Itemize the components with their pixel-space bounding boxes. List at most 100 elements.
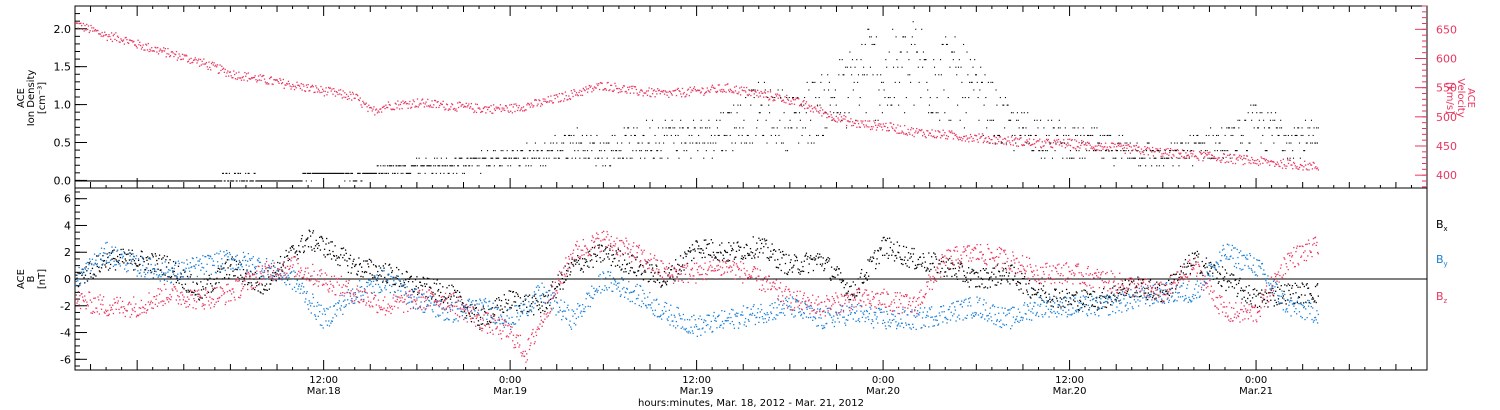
bx-point (492, 313, 494, 315)
density-point (233, 180, 235, 182)
velocity-point (360, 104, 362, 106)
bx-point (750, 251, 752, 253)
bx-point (688, 247, 691, 249)
velocity-point (104, 31, 106, 33)
velocity-point (457, 106, 460, 109)
density-point (663, 134, 665, 137)
velocity-point (593, 86, 596, 88)
density-point (974, 59, 976, 61)
velocity-point (1314, 167, 1316, 169)
bx-point (452, 285, 454, 288)
bx-point (807, 271, 810, 274)
velocity-point (949, 131, 951, 133)
density-point (1048, 134, 1050, 137)
velocity-point (1198, 159, 1200, 161)
bx-point (1063, 306, 1066, 308)
density-point (1073, 157, 1075, 159)
velocity-point (633, 86, 636, 88)
bx-point (1199, 272, 1201, 274)
bx-point (1209, 270, 1211, 272)
velocity-point (339, 89, 342, 91)
density-point (431, 172, 433, 174)
density-point (1117, 142, 1119, 144)
density-point (938, 74, 940, 76)
bx-point (258, 284, 260, 286)
density-point (480, 150, 483, 152)
velocity-point (695, 90, 697, 92)
velocity-point (769, 91, 772, 93)
bx-point (258, 277, 261, 279)
density-point (749, 142, 751, 144)
velocity-point (355, 93, 357, 96)
velocity-point (729, 88, 732, 90)
bx-point (140, 250, 143, 252)
density-point (531, 157, 533, 159)
density-point (994, 142, 996, 144)
density-point (177, 180, 179, 182)
bx-point (369, 272, 371, 275)
bx-point (328, 242, 330, 244)
velocity-point (1278, 165, 1280, 167)
bx-point (1091, 304, 1094, 306)
density-point (1111, 150, 1113, 152)
density-point (665, 127, 667, 129)
density-point (474, 157, 476, 159)
density-point (463, 165, 465, 167)
density-point (1119, 142, 1121, 144)
density-point (1186, 150, 1189, 152)
bx-point (102, 255, 104, 257)
bx-point (108, 252, 110, 254)
density-point (454, 157, 456, 159)
density-point (859, 97, 861, 99)
density-point (580, 142, 583, 144)
bx-point (414, 278, 417, 281)
density-point (96, 180, 98, 182)
bx-point (410, 275, 412, 277)
bx-point (85, 266, 87, 268)
density-point (589, 142, 591, 144)
velocity-point (404, 101, 407, 103)
density-point (110, 180, 112, 182)
bx-point (756, 242, 758, 244)
velocity-point (486, 108, 489, 111)
bx-point (914, 264, 917, 266)
bx-point (1244, 289, 1246, 292)
velocity-point (907, 128, 909, 131)
bx-point (955, 273, 957, 275)
bx-point (648, 280, 650, 283)
bx-point (403, 281, 405, 284)
density-point (237, 172, 239, 174)
velocity-point (563, 98, 566, 100)
density-point (1082, 127, 1084, 129)
velocity-point (775, 95, 778, 97)
density-point (448, 172, 450, 174)
bx-point (88, 262, 90, 264)
velocity-point (431, 100, 433, 102)
velocity-point (1037, 140, 1039, 142)
density-point (1221, 127, 1223, 129)
velocity-point (1083, 144, 1085, 146)
bx-point (207, 291, 210, 294)
velocity-point (504, 109, 506, 111)
velocity-axis-label-line1: ACE (1465, 88, 1476, 108)
bx-point (443, 296, 445, 298)
bx-point (691, 259, 693, 262)
density-point (933, 59, 935, 61)
bx-point (624, 268, 626, 270)
density-point (1249, 142, 1251, 144)
bx-point (536, 304, 538, 307)
density-point (350, 172, 352, 174)
bx-point (1000, 282, 1002, 285)
bx-point (416, 276, 418, 278)
bx-point (486, 323, 488, 325)
velocity-point (89, 30, 91, 32)
velocity-point (1024, 141, 1026, 143)
velocity-point (612, 90, 614, 93)
density-point (1257, 127, 1260, 129)
bx-point (124, 258, 126, 260)
velocity-point (564, 91, 567, 93)
density-point (402, 172, 404, 174)
density-point (780, 142, 783, 144)
density-point (1254, 104, 1256, 106)
bx-point (1005, 267, 1007, 270)
